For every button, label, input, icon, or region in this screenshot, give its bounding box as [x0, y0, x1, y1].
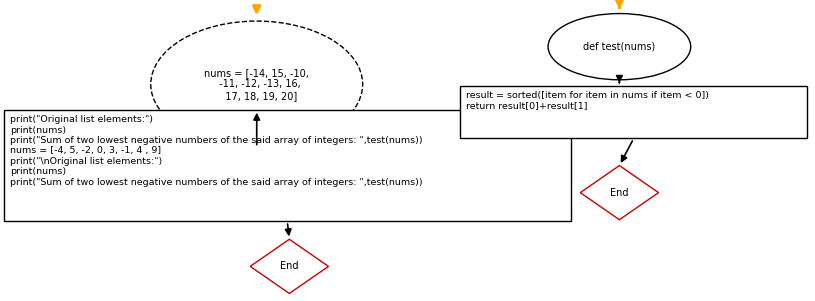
Text: def test(nums): def test(nums) [584, 42, 655, 52]
Text: print("Original list elements:")
print(nums)
print("Sum of two lowest negative n: print("Original list elements:") print(n… [10, 115, 422, 187]
Polygon shape [580, 166, 659, 220]
Bar [460, 86, 807, 138]
Ellipse shape [548, 14, 691, 80]
Text: nums = [-14, 15, -10,
  -11, -12, -13, 16,
   17, 18, 19, 20]: nums = [-14, 15, -10, -11, -12, -13, 16,… [205, 68, 309, 101]
Bar [4, 110, 570, 221]
Text: result = sorted([item for item in nums if item < 0])
return result[0]+result[1]: result = sorted([item for item in nums i… [466, 91, 709, 110]
Text: End: End [280, 261, 298, 272]
Polygon shape [250, 239, 328, 293]
Ellipse shape [151, 21, 363, 147]
Text: End: End [610, 188, 628, 198]
